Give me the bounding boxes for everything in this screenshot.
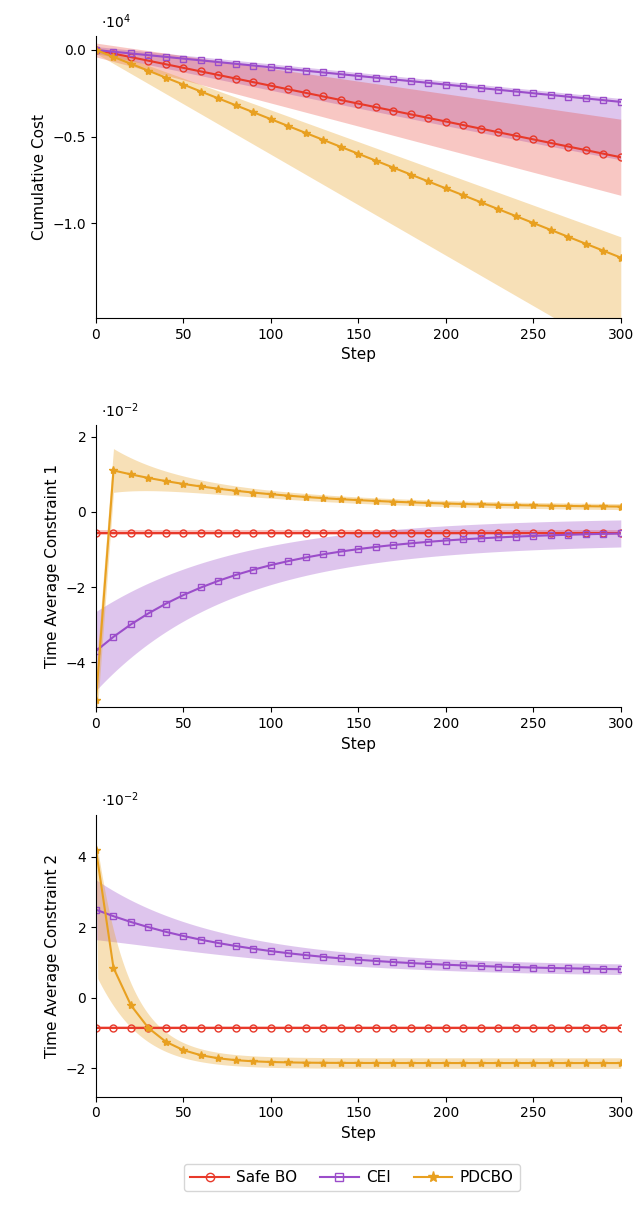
X-axis label: Step: Step: [341, 1125, 376, 1141]
Legend: Safe BO, CEI, PDCBO: Safe BO, CEI, PDCBO: [184, 1164, 520, 1192]
Y-axis label: Time Average Constraint 1: Time Average Constraint 1: [45, 464, 60, 669]
Text: $\cdot10^{-2}$: $\cdot10^{-2}$: [101, 401, 139, 419]
Text: $\cdot10^{4}$: $\cdot10^{4}$: [101, 12, 131, 30]
Y-axis label: Cumulative Cost: Cumulative Cost: [32, 114, 47, 240]
Text: $\cdot10^{-2}$: $\cdot10^{-2}$: [101, 790, 139, 809]
X-axis label: Step: Step: [341, 736, 376, 752]
Y-axis label: Time Average Constraint 2: Time Average Constraint 2: [45, 853, 60, 1058]
X-axis label: Step: Step: [341, 347, 376, 363]
